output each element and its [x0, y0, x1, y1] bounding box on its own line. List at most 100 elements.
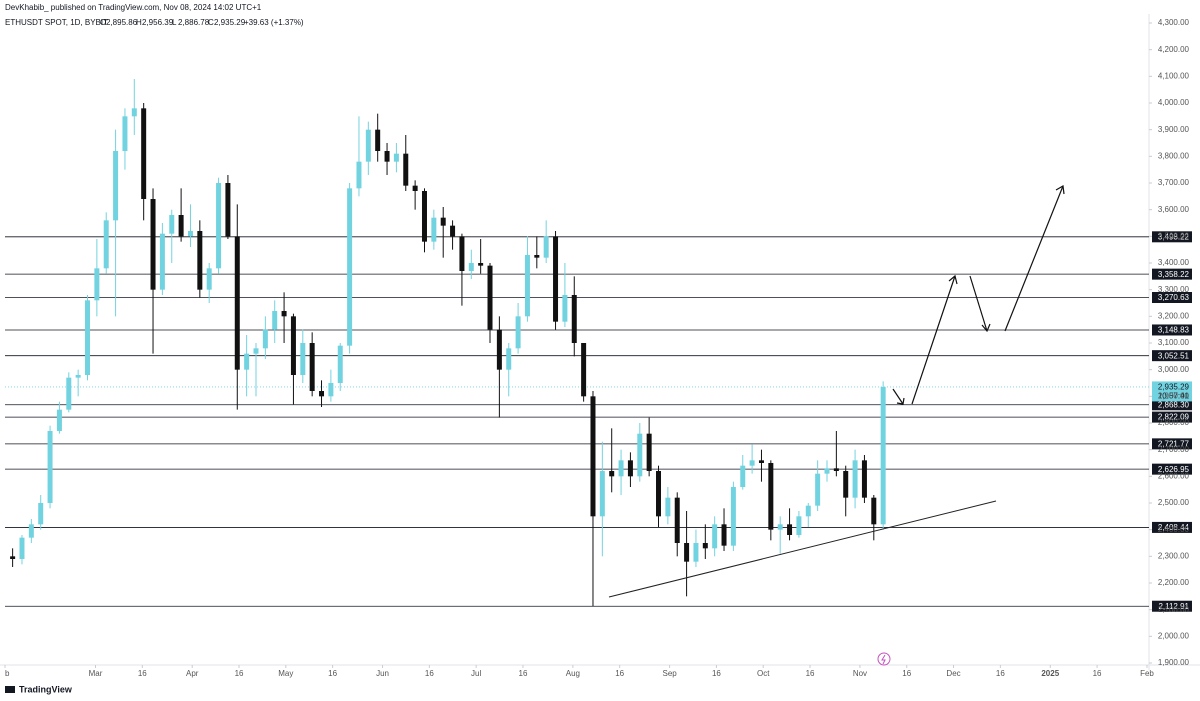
candle-body: [272, 311, 278, 330]
x-tick-label: b: [5, 669, 10, 678]
y-tick-label: 1,900.00: [1158, 658, 1190, 667]
publisher: DevKhabib_ published on TradingView.com,…: [5, 3, 262, 12]
y-tick-label: 2,200.00: [1158, 578, 1190, 587]
level-label-box: [1152, 600, 1192, 612]
arrow: [1004, 185, 1064, 332]
candle-body: [609, 471, 615, 477]
candle-body: [150, 199, 156, 290]
candle-body: [459, 236, 465, 271]
x-tick-label: 16: [712, 669, 721, 678]
candle-body: [740, 465, 746, 487]
x-tick-label: Aug: [566, 669, 580, 678]
candle-body: [450, 225, 456, 237]
level-label: 2,822.09: [1158, 413, 1190, 422]
candle-body: [599, 471, 605, 517]
x-tick-label: 16: [996, 669, 1005, 678]
countdown: 10:57:41: [1158, 392, 1190, 401]
level-label: 3,052.51: [1158, 351, 1190, 360]
x-axis: b Mar 16 Apr 16 May 16 Jun 16 Jul 16 Aug 16 Sep 16 Oct 1…: [5, 669, 1154, 678]
candle-body: [56, 409, 62, 431]
y-tick-label: 2,900.00: [1158, 391, 1190, 400]
y-tick-label: 2,100.00: [1158, 605, 1190, 614]
x-tick-label: 16: [328, 669, 337, 678]
candle-body: [562, 295, 568, 322]
candle-body: [553, 236, 559, 322]
candle-body: [234, 236, 240, 370]
x-tick-label: Sep: [662, 669, 677, 678]
candle-body: [206, 268, 212, 290]
legend-key: C: [208, 18, 214, 27]
candle-body: [319, 391, 325, 397]
candle-body: [300, 343, 306, 375]
level-label-box: [1152, 399, 1192, 411]
arrow-head: [896, 397, 905, 405]
level-label: 2,408.44: [1158, 523, 1190, 532]
legend-key: L: [172, 18, 177, 27]
y-tick-label: 2,800.00: [1158, 418, 1190, 427]
y-tick-label: 2,000.00: [1158, 631, 1190, 640]
trend-line: [608, 500, 997, 598]
chart-title: ETHUSDT SPOT, 1D, BYBIT: [5, 18, 108, 27]
candle-body: [824, 468, 830, 474]
candle-body: [665, 497, 671, 517]
level-label: 3,498.22: [1158, 232, 1190, 241]
candle-body: [730, 487, 736, 546]
candle-body: [384, 151, 390, 162]
y-tick-label: 3,300.00: [1158, 285, 1190, 294]
level-label: 3,358.22: [1158, 270, 1190, 279]
x-tick-label: 16: [1093, 669, 1102, 678]
arrow: [969, 275, 988, 332]
candle-body: [796, 516, 802, 535]
y-tick-label: 3,100.00: [1158, 338, 1190, 347]
candle-body: [833, 468, 839, 471]
candle-body: [66, 377, 72, 410]
candle-body: [712, 524, 718, 549]
candle-body: [187, 231, 193, 237]
arrow: [892, 388, 904, 405]
last-price-label: 2,935.29: [1158, 383, 1190, 392]
candle-body: [534, 255, 540, 258]
level-label-box: [1152, 231, 1192, 243]
candle-body: [85, 300, 91, 375]
level-label-box: [1152, 411, 1192, 423]
candle-body: [684, 543, 690, 562]
candle-body: [244, 353, 250, 370]
level-label: 2,721.77: [1158, 439, 1190, 448]
y-tick-label: 3,400.00: [1158, 258, 1190, 267]
legend-value: 2,886.78: [178, 18, 210, 27]
x-tick-label: 16: [235, 669, 244, 678]
candle-body: [571, 295, 577, 343]
candle-body: [768, 463, 774, 530]
candle-body: [421, 191, 427, 242]
candle-body: [524, 255, 530, 317]
brand: TradingView: [19, 684, 73, 694]
event-icon: [877, 652, 891, 666]
y-tick-label: 4,300.00: [1158, 18, 1190, 27]
y-tick-label: 3,500.00: [1158, 231, 1190, 240]
candle-body: [169, 215, 175, 234]
level-label: 3,270.63: [1158, 293, 1190, 302]
candle-body: [403, 153, 409, 186]
candle-body: [159, 233, 165, 290]
candle-body: [758, 460, 764, 463]
level-label-box: [1152, 521, 1192, 533]
x-tick-label: Feb: [1140, 669, 1154, 678]
candle-body: [28, 524, 34, 538]
projection-arrows: [892, 185, 1065, 405]
levels: 3,498.22 3,358.22 3,270.63 3,148.83 3,052.51…: [5, 231, 1192, 612]
candle-body: [468, 263, 474, 271]
candle-body: [478, 263, 484, 266]
candle-body: [590, 396, 596, 517]
candle-body: [262, 329, 268, 349]
legend-key: O: [100, 18, 106, 27]
level-label-box: [1152, 291, 1192, 303]
level-label: 2,626.95: [1158, 465, 1190, 474]
candle-body: [852, 460, 858, 498]
legend-value: 2,935.29: [214, 18, 246, 27]
candle-body: [122, 116, 128, 151]
arrow-head: [948, 274, 958, 285]
candle-body: [328, 383, 334, 397]
level-label: 2,112.91: [1158, 602, 1189, 611]
